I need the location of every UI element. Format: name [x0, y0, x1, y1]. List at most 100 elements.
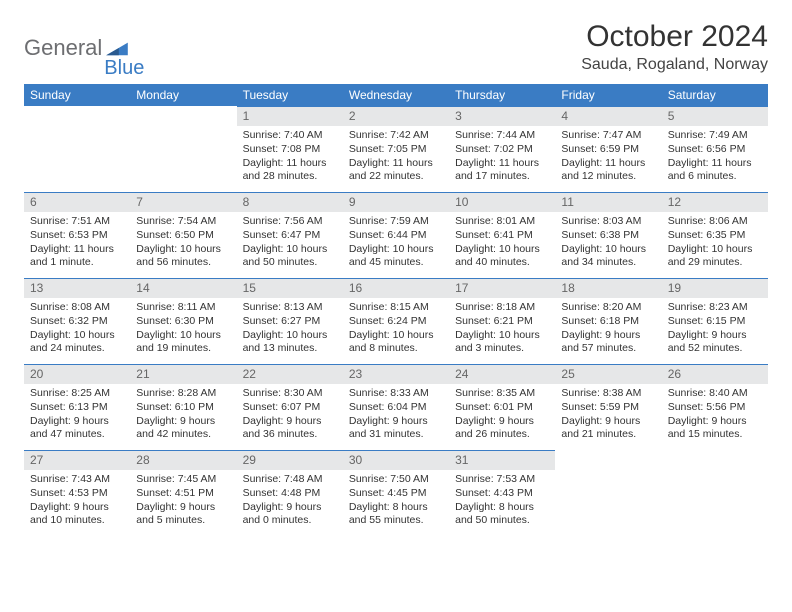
sunset-line: Sunset: 6:01 PM — [455, 401, 549, 414]
sunset-line: Sunset: 6:10 PM — [136, 401, 230, 414]
sunrise-line: Sunrise: 8:18 AM — [455, 301, 549, 314]
daylight-line: Daylight: 9 hours and 15 minutes. — [668, 415, 762, 441]
sunrise-line: Sunrise: 8:20 AM — [561, 301, 655, 314]
sunrise-line: Sunrise: 7:48 AM — [243, 473, 337, 486]
calendar-week-row: 20Sunrise: 8:25 AMSunset: 6:13 PMDayligh… — [24, 364, 768, 450]
logo-text-blue: Blue — [104, 37, 144, 80]
day-number: 21 — [130, 364, 236, 384]
calendar-cell: 24Sunrise: 8:35 AMSunset: 6:01 PMDayligh… — [449, 364, 555, 450]
calendar-cell: 14Sunrise: 8:11 AMSunset: 6:30 PMDayligh… — [130, 278, 236, 364]
sunrise-line: Sunrise: 8:06 AM — [668, 215, 762, 228]
calendar-cell: 12Sunrise: 8:06 AMSunset: 6:35 PMDayligh… — [662, 192, 768, 278]
weekday-header: Tuesday — [237, 84, 343, 106]
day-body: Sunrise: 8:18 AMSunset: 6:21 PMDaylight:… — [449, 298, 555, 363]
calendar-cell: 21Sunrise: 8:28 AMSunset: 6:10 PMDayligh… — [130, 364, 236, 450]
day-number: 25 — [555, 364, 661, 384]
sunset-line: Sunset: 6:35 PM — [668, 229, 762, 242]
day-number: 23 — [343, 364, 449, 384]
sunset-line: Sunset: 6:07 PM — [243, 401, 337, 414]
day-body: Sunrise: 8:06 AMSunset: 6:35 PMDaylight:… — [662, 212, 768, 277]
sunrise-line: Sunrise: 8:28 AM — [136, 387, 230, 400]
daylight-line: Daylight: 10 hours and 29 minutes. — [668, 243, 762, 269]
sunrise-line: Sunrise: 8:33 AM — [349, 387, 443, 400]
sunset-line: Sunset: 6:44 PM — [349, 229, 443, 242]
sunrise-line: Sunrise: 7:59 AM — [349, 215, 443, 228]
calendar-cell: 11Sunrise: 8:03 AMSunset: 6:38 PMDayligh… — [555, 192, 661, 278]
day-number: 22 — [237, 364, 343, 384]
daylight-line: Daylight: 9 hours and 47 minutes. — [30, 415, 124, 441]
day-number: 17 — [449, 278, 555, 298]
day-body: Sunrise: 8:01 AMSunset: 6:41 PMDaylight:… — [449, 212, 555, 277]
day-number: 27 — [24, 450, 130, 470]
calendar-week-row: 6Sunrise: 7:51 AMSunset: 6:53 PMDaylight… — [24, 192, 768, 278]
sunset-line: Sunset: 5:59 PM — [561, 401, 655, 414]
day-number: 19 — [662, 278, 768, 298]
month-title: October 2024 — [581, 20, 768, 54]
daylight-line: Daylight: 9 hours and 26 minutes. — [455, 415, 549, 441]
sunrise-line: Sunrise: 8:40 AM — [668, 387, 762, 400]
daylight-line: Daylight: 10 hours and 3 minutes. — [455, 329, 549, 355]
sunset-line: Sunset: 6:38 PM — [561, 229, 655, 242]
sunrise-line: Sunrise: 7:42 AM — [349, 129, 443, 142]
day-body: Sunrise: 8:35 AMSunset: 6:01 PMDaylight:… — [449, 384, 555, 449]
day-body: Sunrise: 8:11 AMSunset: 6:30 PMDaylight:… — [130, 298, 236, 363]
daylight-line: Daylight: 10 hours and 56 minutes. — [136, 243, 230, 269]
calendar-cell: 15Sunrise: 8:13 AMSunset: 6:27 PMDayligh… — [237, 278, 343, 364]
calendar-body: 1Sunrise: 7:40 AMSunset: 7:08 PMDaylight… — [24, 106, 768, 536]
calendar-cell: 23Sunrise: 8:33 AMSunset: 6:04 PMDayligh… — [343, 364, 449, 450]
day-body: Sunrise: 7:42 AMSunset: 7:05 PMDaylight:… — [343, 126, 449, 191]
sunrise-line: Sunrise: 8:08 AM — [30, 301, 124, 314]
sunset-line: Sunset: 5:56 PM — [668, 401, 762, 414]
sunrise-line: Sunrise: 7:49 AM — [668, 129, 762, 142]
weekday-header: Friday — [555, 84, 661, 106]
calendar-cell: 18Sunrise: 8:20 AMSunset: 6:18 PMDayligh… — [555, 278, 661, 364]
calendar-cell: 13Sunrise: 8:08 AMSunset: 6:32 PMDayligh… — [24, 278, 130, 364]
day-body: Sunrise: 7:40 AMSunset: 7:08 PMDaylight:… — [237, 126, 343, 191]
sunrise-line: Sunrise: 8:15 AM — [349, 301, 443, 314]
day-number: 6 — [24, 192, 130, 212]
calendar-cell: 25Sunrise: 8:38 AMSunset: 5:59 PMDayligh… — [555, 364, 661, 450]
sunrise-line: Sunrise: 7:51 AM — [30, 215, 124, 228]
sunrise-line: Sunrise: 8:03 AM — [561, 215, 655, 228]
sunset-line: Sunset: 4:51 PM — [136, 487, 230, 500]
daylight-line: Daylight: 9 hours and 36 minutes. — [243, 415, 337, 441]
sunset-line: Sunset: 6:13 PM — [30, 401, 124, 414]
day-number: 3 — [449, 106, 555, 126]
day-body: Sunrise: 8:40 AMSunset: 5:56 PMDaylight:… — [662, 384, 768, 449]
sunrise-line: Sunrise: 7:40 AM — [243, 129, 337, 142]
day-body: Sunrise: 7:47 AMSunset: 6:59 PMDaylight:… — [555, 126, 661, 191]
daylight-line: Daylight: 9 hours and 42 minutes. — [136, 415, 230, 441]
calendar-cell: 17Sunrise: 8:18 AMSunset: 6:21 PMDayligh… — [449, 278, 555, 364]
day-body: Sunrise: 8:30 AMSunset: 6:07 PMDaylight:… — [237, 384, 343, 449]
day-number: 2 — [343, 106, 449, 126]
sunrise-line: Sunrise: 7:56 AM — [243, 215, 337, 228]
day-body: Sunrise: 8:28 AMSunset: 6:10 PMDaylight:… — [130, 384, 236, 449]
page-header: General Blue October 2024 Sauda, Rogalan… — [24, 20, 768, 74]
weekday-header: Thursday — [449, 84, 555, 106]
calendar-cell: 29Sunrise: 7:48 AMSunset: 4:48 PMDayligh… — [237, 450, 343, 536]
day-number: 11 — [555, 192, 661, 212]
calendar-cell: 27Sunrise: 7:43 AMSunset: 4:53 PMDayligh… — [24, 450, 130, 536]
daylight-line: Daylight: 9 hours and 31 minutes. — [349, 415, 443, 441]
sunset-line: Sunset: 6:24 PM — [349, 315, 443, 328]
calendar-cell: 3Sunrise: 7:44 AMSunset: 7:02 PMDaylight… — [449, 106, 555, 192]
calendar-cell: 4Sunrise: 7:47 AMSunset: 6:59 PMDaylight… — [555, 106, 661, 192]
calendar-cell: 2Sunrise: 7:42 AMSunset: 7:05 PMDaylight… — [343, 106, 449, 192]
calendar-cell — [555, 450, 661, 536]
sunset-line: Sunset: 6:27 PM — [243, 315, 337, 328]
day-number: 1 — [237, 106, 343, 126]
day-body: Sunrise: 8:13 AMSunset: 6:27 PMDaylight:… — [237, 298, 343, 363]
day-number: 30 — [343, 450, 449, 470]
day-body: Sunrise: 7:59 AMSunset: 6:44 PMDaylight:… — [343, 212, 449, 277]
day-body: Sunrise: 7:45 AMSunset: 4:51 PMDaylight:… — [130, 470, 236, 535]
sunrise-line: Sunrise: 7:54 AM — [136, 215, 230, 228]
day-body: Sunrise: 7:56 AMSunset: 6:47 PMDaylight:… — [237, 212, 343, 277]
calendar-cell: 31Sunrise: 7:53 AMSunset: 4:43 PMDayligh… — [449, 450, 555, 536]
sunrise-line: Sunrise: 7:53 AM — [455, 473, 549, 486]
daylight-line: Daylight: 11 hours and 6 minutes. — [668, 157, 762, 183]
weekday-header: Wednesday — [343, 84, 449, 106]
calendar-cell: 16Sunrise: 8:15 AMSunset: 6:24 PMDayligh… — [343, 278, 449, 364]
day-body: Sunrise: 7:48 AMSunset: 4:48 PMDaylight:… — [237, 470, 343, 535]
daylight-line: Daylight: 10 hours and 50 minutes. — [243, 243, 337, 269]
title-block: October 2024 Sauda, Rogaland, Norway — [581, 20, 768, 74]
